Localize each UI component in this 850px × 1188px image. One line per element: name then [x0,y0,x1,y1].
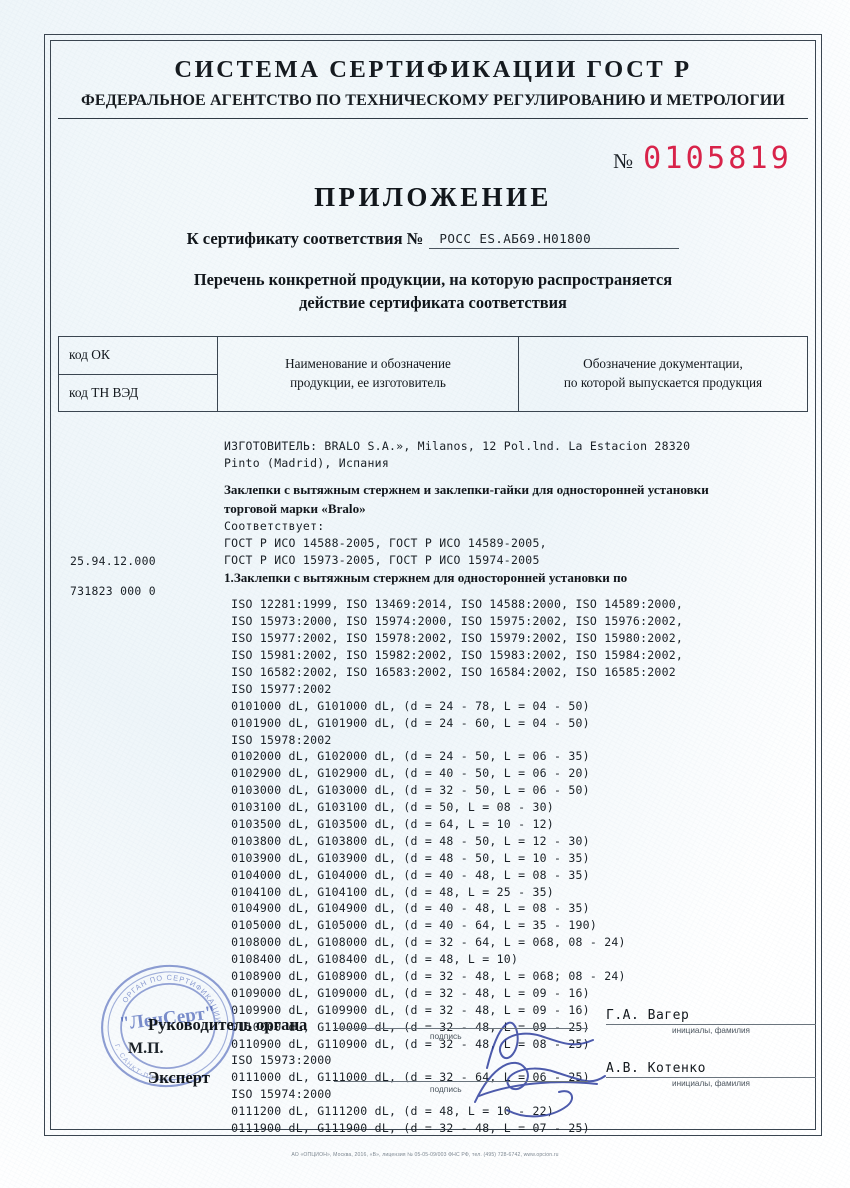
codes-cell: 25.94.12.000 731823 000 0 [58,438,216,1137]
subtitle: Перечень конкретной продукции, на котору… [58,269,808,314]
signature-line-head: подпись [334,1009,588,1041]
document-content: СИСТЕМА СЕРТИФИКАЦИИ ГОСТ Р ФЕДЕРАЛЬНОЕ … [58,46,808,1135]
footer-imprint: АО «ОПЦИОН», Москва, 2016, «В», лицензия… [291,1152,559,1158]
caption-sign-head: подпись [429,1031,462,1041]
name-head: Г.А. Вагер инициалы, фамилия [588,1008,816,1035]
header-name-line-2: продукции, ее изготовитель [290,375,446,391]
serial-number-row: № 0105819 [58,141,792,176]
subtitle-line-2: действие сертификата соответствия [299,292,567,312]
product-description-line-1: Заклепки с вытяжным стержнем и заклепки-… [224,481,709,497]
caption-sign-expert: подпись [429,1084,462,1094]
certificate-number: РОСС ES.АБ69.Н01800 [429,231,680,249]
agency-title: ФЕДЕРАЛЬНОЕ АГЕНТСТВО ПО ТЕХНИЧЕСКОМУ РЕ… [81,89,785,109]
system-title: СИСТЕМА СЕРТИФИКАЦИИ ГОСТ Р [174,56,692,83]
conforms-label: Соответствует: [224,519,325,534]
manufacturer-line-2: Pinto (Madrid), Испания [224,456,389,471]
border-frame-inner [50,40,816,1130]
signature-block: Руководитель органа подпись Г.А. Вагер и… [148,1008,816,1114]
iso-standards-block: ISO 12281:1999, ISO 13469:2014, ISO 1458… [231,597,684,679]
name-expert-value: А.В. Котенко [606,1061,706,1076]
product-table-header: код ОК код ТН ВЭД Наименование и обознач… [58,336,808,413]
item-1-heading: 1.Заклепки с вытяжным стержнем для однос… [224,569,628,585]
gost-line-1: ГОСТ Р ИСО 14588-2005, ГОСТ Р ИСО 14589-… [224,536,547,551]
header-code-tnved: код ТН ВЭД [69,384,139,400]
name-head-value: Г.А. Вагер [606,1008,690,1023]
manufacturer-line-1: ИЗГОТОВИТЕЛЬ: BRALO S.A.», Milanos, 12 P… [224,439,691,454]
signature-line-expert: подпись [334,1062,588,1094]
signature-row-head: Руководитель органа подпись Г.А. Вагер и… [148,1008,816,1041]
number-symbol: № [613,148,634,173]
caption-name-head: инициалы, фамилия [672,1026,750,1035]
column-codes: код ОК код ТН ВЭД [59,337,218,412]
certificate-label: К сертификату соответствия № [186,228,424,248]
column-documentation: Обозначение документации, по которой вып… [519,337,807,411]
role-head-label: Руководитель органа [148,1015,308,1034]
code-ok-value: 25.94.12.000 [70,554,156,569]
certificate-reference: К сертификату соответствия № РОСС ES.АБ6… [58,229,808,249]
code-tnved-value: 731823 000 0 [70,584,156,599]
header-code-ok: код ОК [59,337,217,375]
mp-label: М.П. [128,1040,164,1057]
product-description-line-2: торговой марки «Bralo» [224,500,366,516]
gost-line-2: ГОСТ Р ИСО 15973-2005, ГОСТ Р ИСО 15974-… [224,552,540,567]
page-title: ПРИЛОЖЕНИЕ [314,181,552,212]
column-product-name: Наименование и обозначение продукции, ее… [218,337,519,412]
border-frame-outer [44,34,822,1136]
role-expert-label: Эксперт [148,1068,210,1087]
serial-number: 0105819 [643,140,792,176]
caption-name-expert: инициалы, фамилия [672,1079,750,1088]
signature-row-expert: Эксперт подпись А.В. Котенко инициалы, ф… [148,1061,816,1094]
header-name-line-1: Наименование и обозначение [285,356,451,372]
document-header: СИСТЕМА СЕРТИФИКАЦИИ ГОСТ Р ФЕДЕРАЛЬНОЕ … [58,46,808,119]
name-expert: А.В. Котенко инициалы, фамилия [588,1061,816,1088]
header-doc-line-1: Обозначение документации, [583,356,743,372]
header-doc-line-2: по которой выпускается продукция [563,375,763,391]
subtitle-line-1: Перечень конкретной продукции, на котору… [193,269,673,289]
